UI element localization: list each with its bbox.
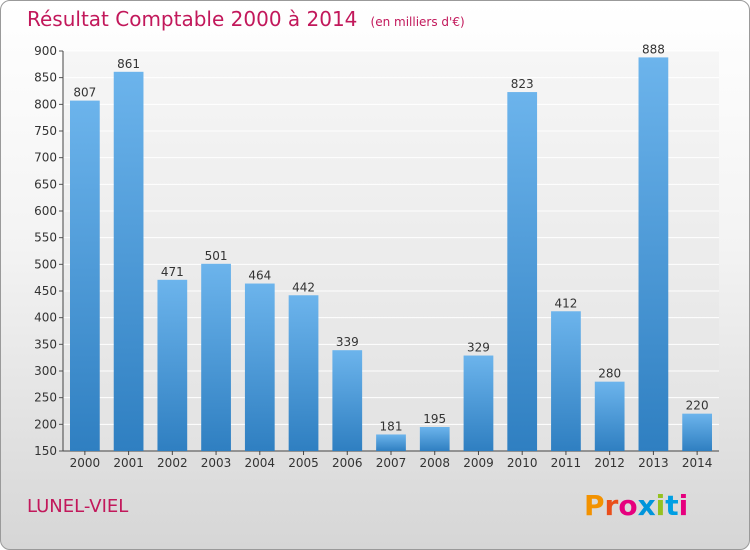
x-tick-label: 2007 [376, 456, 407, 470]
bar [376, 434, 406, 451]
bar [463, 355, 494, 451]
bar-value-label: 412 [554, 296, 577, 310]
bar-value-label: 823 [511, 77, 534, 91]
bar [638, 57, 669, 452]
x-tick-label: 2003 [201, 456, 232, 470]
x-tick-label: 2000 [70, 456, 101, 470]
y-tick-label: 400 [34, 311, 57, 325]
x-tick-label: 2014 [682, 456, 713, 470]
bar-value-label: 195 [423, 412, 446, 426]
bar [682, 413, 713, 451]
logo-letter: r [604, 489, 619, 522]
y-tick-label: 650 [34, 177, 57, 191]
proxiti-logo: Proxiti [584, 489, 688, 522]
x-tick-label: 2002 [157, 456, 188, 470]
bar-value-label: 329 [467, 341, 490, 355]
y-tick-label: 500 [34, 257, 57, 271]
x-tick-label: 2010 [507, 456, 538, 470]
y-tick-label: 850 [34, 71, 57, 85]
y-tick-label: 550 [34, 231, 57, 245]
logo-letter: i [678, 489, 689, 522]
y-tick-label: 250 [34, 391, 57, 405]
chart-unit-note: (en milliers d'€) [370, 15, 465, 29]
bar [551, 311, 581, 451]
bar [594, 381, 625, 451]
bar-value-label: 339 [336, 335, 359, 349]
bar [419, 427, 450, 451]
bar-value-label: 181 [380, 419, 403, 433]
bar-value-label: 471 [161, 265, 184, 279]
y-tick-label: 750 [34, 124, 57, 138]
y-tick-label: 600 [34, 204, 57, 218]
x-tick-label: 2005 [288, 456, 319, 470]
logo-letter: x [637, 489, 656, 522]
y-tick-label: 700 [34, 151, 57, 165]
logo-letter: t [665, 489, 679, 522]
bar-value-label: 861 [117, 57, 140, 71]
bar-value-label: 807 [73, 86, 96, 100]
bar-value-label: 280 [598, 367, 621, 381]
x-tick-label: 2008 [419, 456, 450, 470]
x-tick-label: 2013 [638, 456, 669, 470]
bar-value-label: 220 [686, 399, 709, 413]
x-tick-label: 2012 [594, 456, 625, 470]
bar [332, 350, 363, 451]
bar [157, 279, 188, 451]
x-tick-label: 2006 [332, 456, 363, 470]
y-tick-label: 900 [34, 44, 57, 58]
bar [507, 92, 538, 452]
bar [288, 295, 319, 451]
bar [201, 263, 231, 451]
y-tick-label: 300 [34, 364, 57, 378]
logo-letter: o [618, 489, 638, 522]
x-tick-label: 2004 [245, 456, 276, 470]
bar [113, 71, 144, 452]
chart-title-row: Résultat Comptable 2000 à 2014 (en milli… [27, 7, 465, 31]
chart-title: Résultat Comptable 2000 à 2014 [27, 7, 358, 31]
y-tick-label: 200 [34, 417, 57, 431]
bar [69, 100, 100, 451]
bar-value-label: 501 [205, 249, 228, 263]
x-tick-label: 2009 [463, 456, 494, 470]
x-tick-label: 2011 [551, 456, 582, 470]
x-tick-label: 2001 [113, 456, 144, 470]
y-tick-label: 450 [34, 284, 57, 298]
y-tick-label: 800 [34, 97, 57, 111]
logo-letter: P [584, 489, 605, 522]
commune-name: LUNEL-VIEL [27, 496, 129, 517]
bar [244, 283, 275, 451]
y-tick-label: 350 [34, 337, 57, 351]
bar-value-label: 442 [292, 280, 315, 294]
bar-value-label: 464 [248, 269, 271, 283]
y-tick-label: 150 [34, 444, 57, 458]
logo-letter: i [655, 489, 666, 522]
bar-value-label: 888 [642, 42, 665, 56]
